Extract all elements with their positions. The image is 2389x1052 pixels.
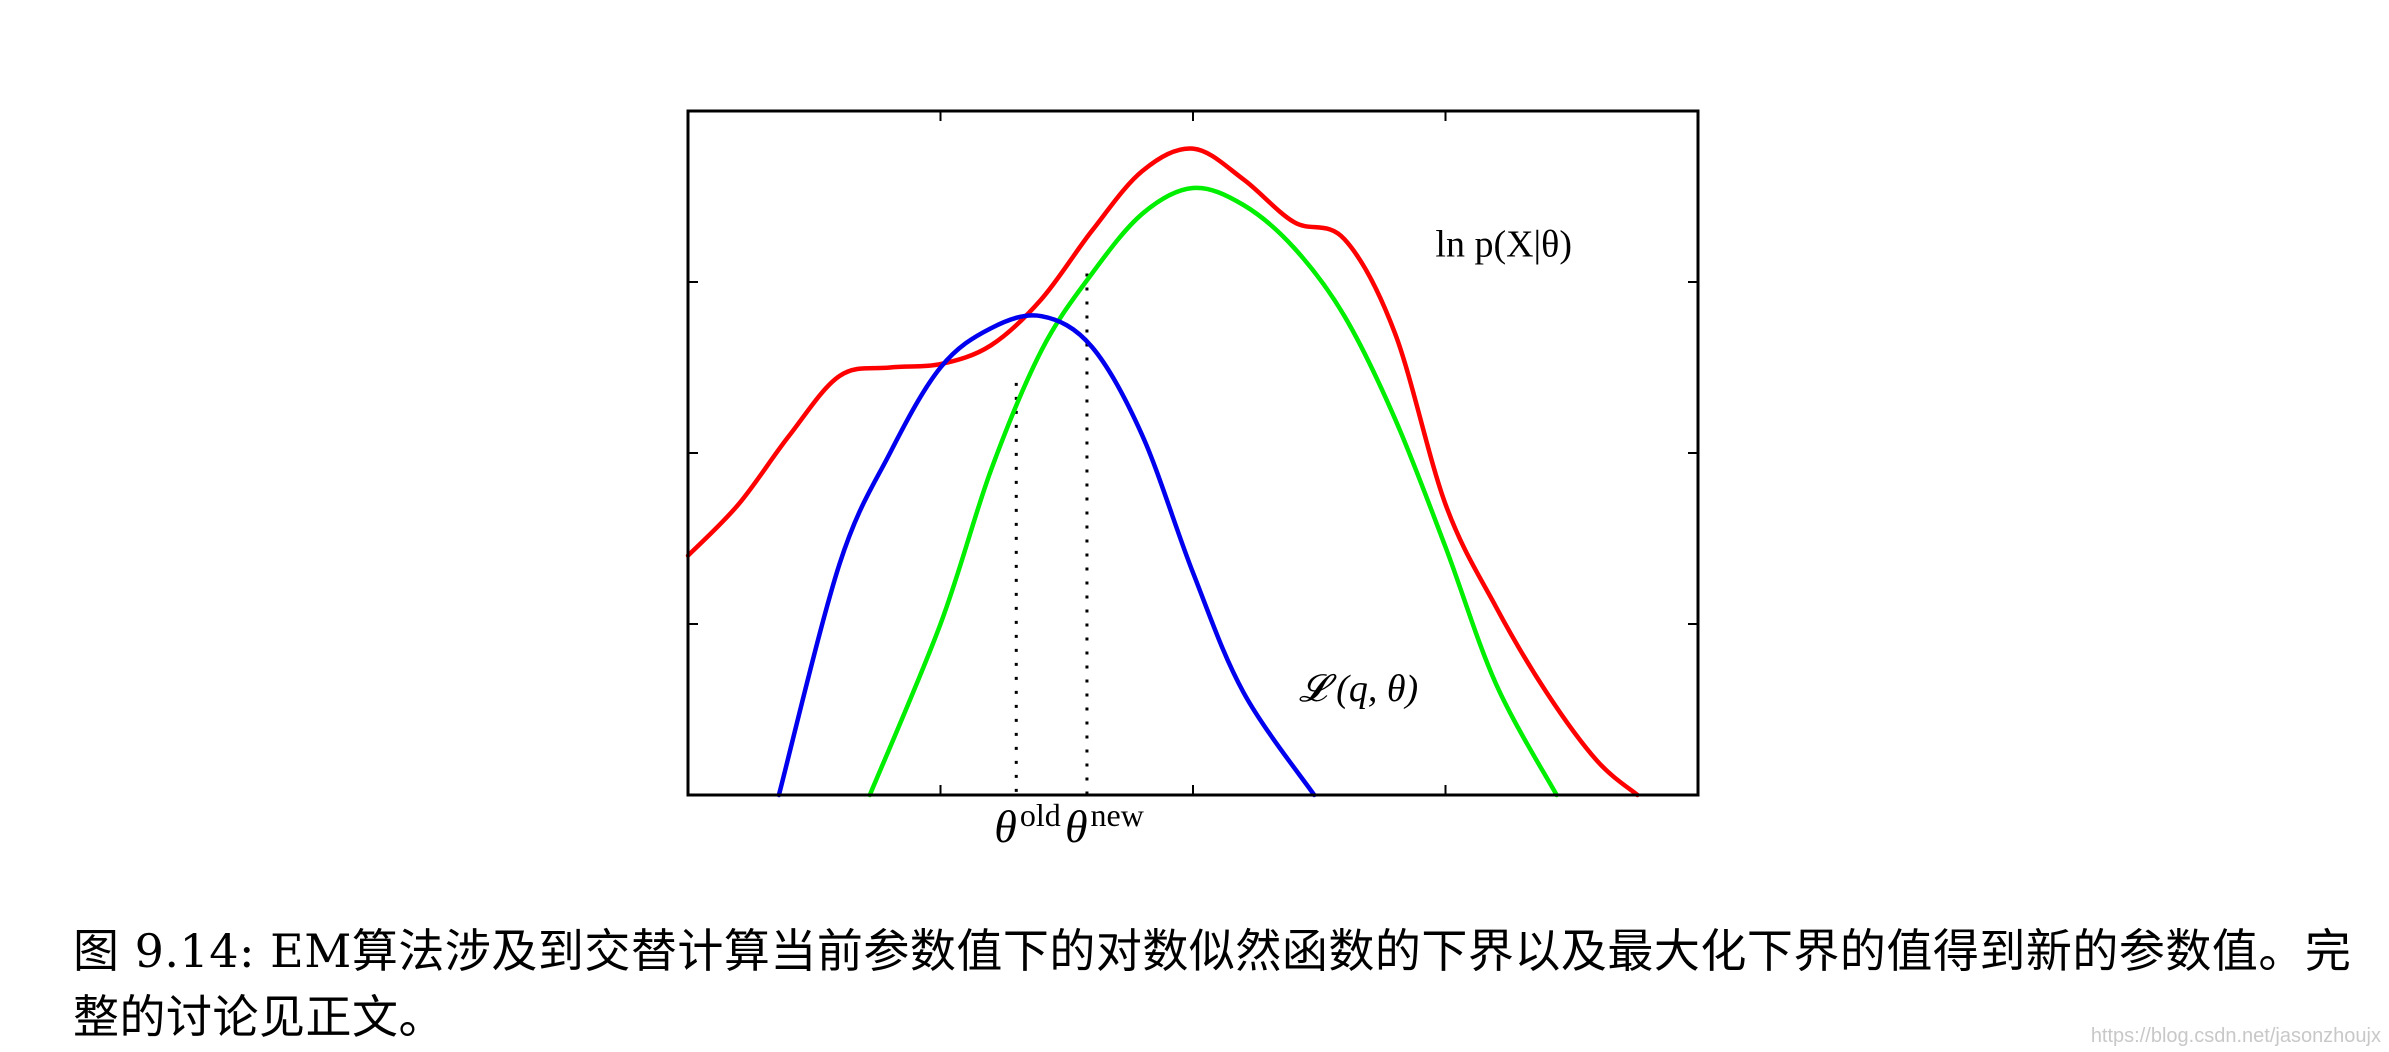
theta-old-label: θold: [994, 797, 1061, 852]
theta-guide-lines: [1014, 273, 1089, 795]
em-algorithm-chart: θold θnew ln p(X|θ) 𝓛 (q, θ): [685, 109, 1700, 852]
curves: [685, 146, 1640, 798]
plot-frame: [686, 109, 1700, 797]
log-likelihood-label: ln p(X|θ): [1435, 223, 1572, 265]
watermark: https://blog.csdn.net/jasonzhoujx: [2090, 1025, 2381, 1047]
axis-ticks: [688, 111, 1698, 795]
figure-caption: 图 9.14: EM算法涉及到交替计算当前参数值下的对数似然函数的下界以及最大化…: [73, 924, 2352, 1044]
x-tick-labels: θold θnew: [994, 797, 1144, 852]
curve-annotations: ln p(X|θ) 𝓛 (q, θ): [1299, 223, 1572, 710]
log-likelihood-curve: [685, 146, 1640, 798]
lower-bound-label: 𝓛 (q, θ): [1299, 668, 1418, 710]
lower-bound-curve: [776, 313, 1317, 798]
new-lower-bound-curve: [867, 185, 1559, 798]
theta-new-label: θnew: [1065, 797, 1144, 852]
